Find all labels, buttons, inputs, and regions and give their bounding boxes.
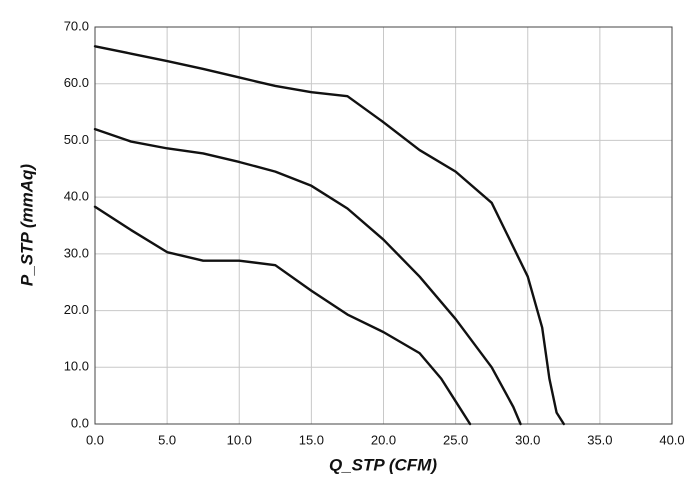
x-tick-label: 20.0 — [371, 432, 396, 447]
y-tick-label: 60.0 — [64, 75, 89, 90]
x-tick-label: 10.0 — [227, 432, 252, 447]
x-tick-label: 40.0 — [659, 432, 684, 447]
x-tick-label: 25.0 — [443, 432, 468, 447]
y-tick-label: 0.0 — [71, 415, 89, 430]
y-tick-label: 10.0 — [64, 359, 89, 374]
x-tick-label: 35.0 — [587, 432, 612, 447]
y-tick-label: 30.0 — [64, 245, 89, 260]
y-axis-title: P_STP (mmAq) — [17, 164, 36, 287]
x-tick-label: 15.0 — [299, 432, 324, 447]
x-tick-label: 30.0 — [515, 432, 540, 447]
series-line — [93, 205, 472, 426]
y-tick-label: 50.0 — [64, 132, 89, 147]
plot-frame — [94, 26, 673, 425]
y-tick-label: 70.0 — [64, 18, 89, 33]
y-tick-label: 40.0 — [64, 189, 89, 204]
x-tick-label: 0.0 — [86, 432, 104, 447]
series-line — [93, 45, 566, 426]
x-axis-title: Q_STP (CFM) — [329, 455, 437, 474]
x-tick-label: 5.0 — [158, 432, 176, 447]
y-tick-label: 20.0 — [64, 302, 89, 317]
series-line — [93, 127, 522, 426]
